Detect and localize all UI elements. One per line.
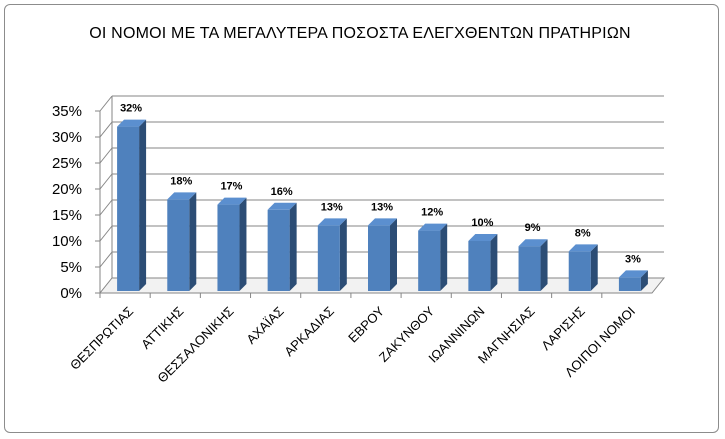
bar-top	[368, 218, 397, 226]
x-tick-label: ΑΤΤΙΚΗΣ	[138, 304, 186, 352]
gridline-side	[99, 121, 113, 138]
x-tick-label: ΑΧΑΪΑΣ	[243, 304, 286, 347]
chart-title: ΟΙ ΝΟΜΟΙ ΜΕ ΤΑ ΜΕΓΑΛΥΤΕΡΑ ΠΟΣΟΣΤΑ ΕΛΕΓΧΘ…	[89, 25, 631, 42]
y-tick-label: 15%	[52, 207, 82, 224]
y-tick-label: 25%	[52, 155, 82, 172]
y-tick-label: 20%	[52, 181, 82, 198]
data-label: 13%	[371, 201, 393, 213]
bar	[568, 251, 591, 291]
bar-side	[640, 270, 648, 291]
bar-side	[289, 202, 297, 291]
bar-top	[217, 197, 247, 205]
y-tick-label: 5%	[60, 259, 82, 276]
bar-side	[490, 234, 498, 291]
bar	[167, 199, 190, 291]
bar-side	[590, 244, 598, 291]
y-tick-label: 30%	[52, 129, 82, 146]
bar-top	[418, 223, 448, 231]
data-label: 12%	[421, 207, 443, 219]
data-label: 18%	[170, 175, 192, 187]
bar-top	[468, 234, 498, 241]
bar-top	[568, 244, 598, 252]
bar	[518, 246, 541, 291]
data-label: 16%	[271, 186, 293, 198]
data-label: 9%	[525, 222, 541, 234]
bar	[368, 225, 390, 291]
data-label: 8%	[575, 227, 591, 239]
bar	[618, 277, 641, 291]
bar-side	[239, 197, 247, 291]
bar	[317, 225, 340, 291]
bar-side	[440, 223, 448, 291]
bar-side	[540, 239, 548, 291]
x-tick-label: ΘΕΣΠΡΩΤΙΑΣ	[67, 304, 136, 373]
chart-frame	[4, 4, 719, 433]
bar-side	[139, 119, 147, 291]
gridline-side	[99, 199, 113, 216]
bar-top	[518, 239, 548, 247]
bar-side	[390, 218, 397, 291]
gridline-side	[99, 173, 113, 190]
data-label: 17%	[220, 181, 242, 193]
gridline-side	[99, 95, 113, 112]
y-tick-label: 0%	[60, 285, 82, 302]
data-label: 3%	[625, 253, 641, 265]
data-label: 13%	[321, 201, 343, 213]
bar	[468, 241, 491, 291]
x-tick-label: ΑΡΚΑΔΙΑΣ	[281, 304, 337, 360]
bar	[418, 230, 441, 291]
bar-side	[339, 218, 347, 291]
bar-top	[117, 119, 147, 127]
bar	[217, 204, 240, 291]
data-label: 10%	[471, 217, 493, 229]
bar-top	[618, 270, 648, 278]
bar	[117, 126, 140, 291]
bar	[267, 209, 290, 291]
y-tick-label: 35%	[52, 103, 82, 120]
bar-top	[167, 192, 197, 200]
bar-top	[267, 202, 297, 210]
bar-top	[317, 218, 347, 226]
x-tick-label: ΛΑΡΙΣΗΣ	[538, 304, 588, 354]
gridline-side	[99, 147, 113, 164]
bar-side	[189, 192, 197, 291]
gridline-side	[99, 251, 113, 268]
gridline-side	[99, 225, 113, 242]
y-tick-label: 10%	[52, 233, 82, 250]
data-label: 32%	[120, 103, 142, 115]
x-tick-label: ΕΒΡΟΥ	[345, 303, 387, 345]
